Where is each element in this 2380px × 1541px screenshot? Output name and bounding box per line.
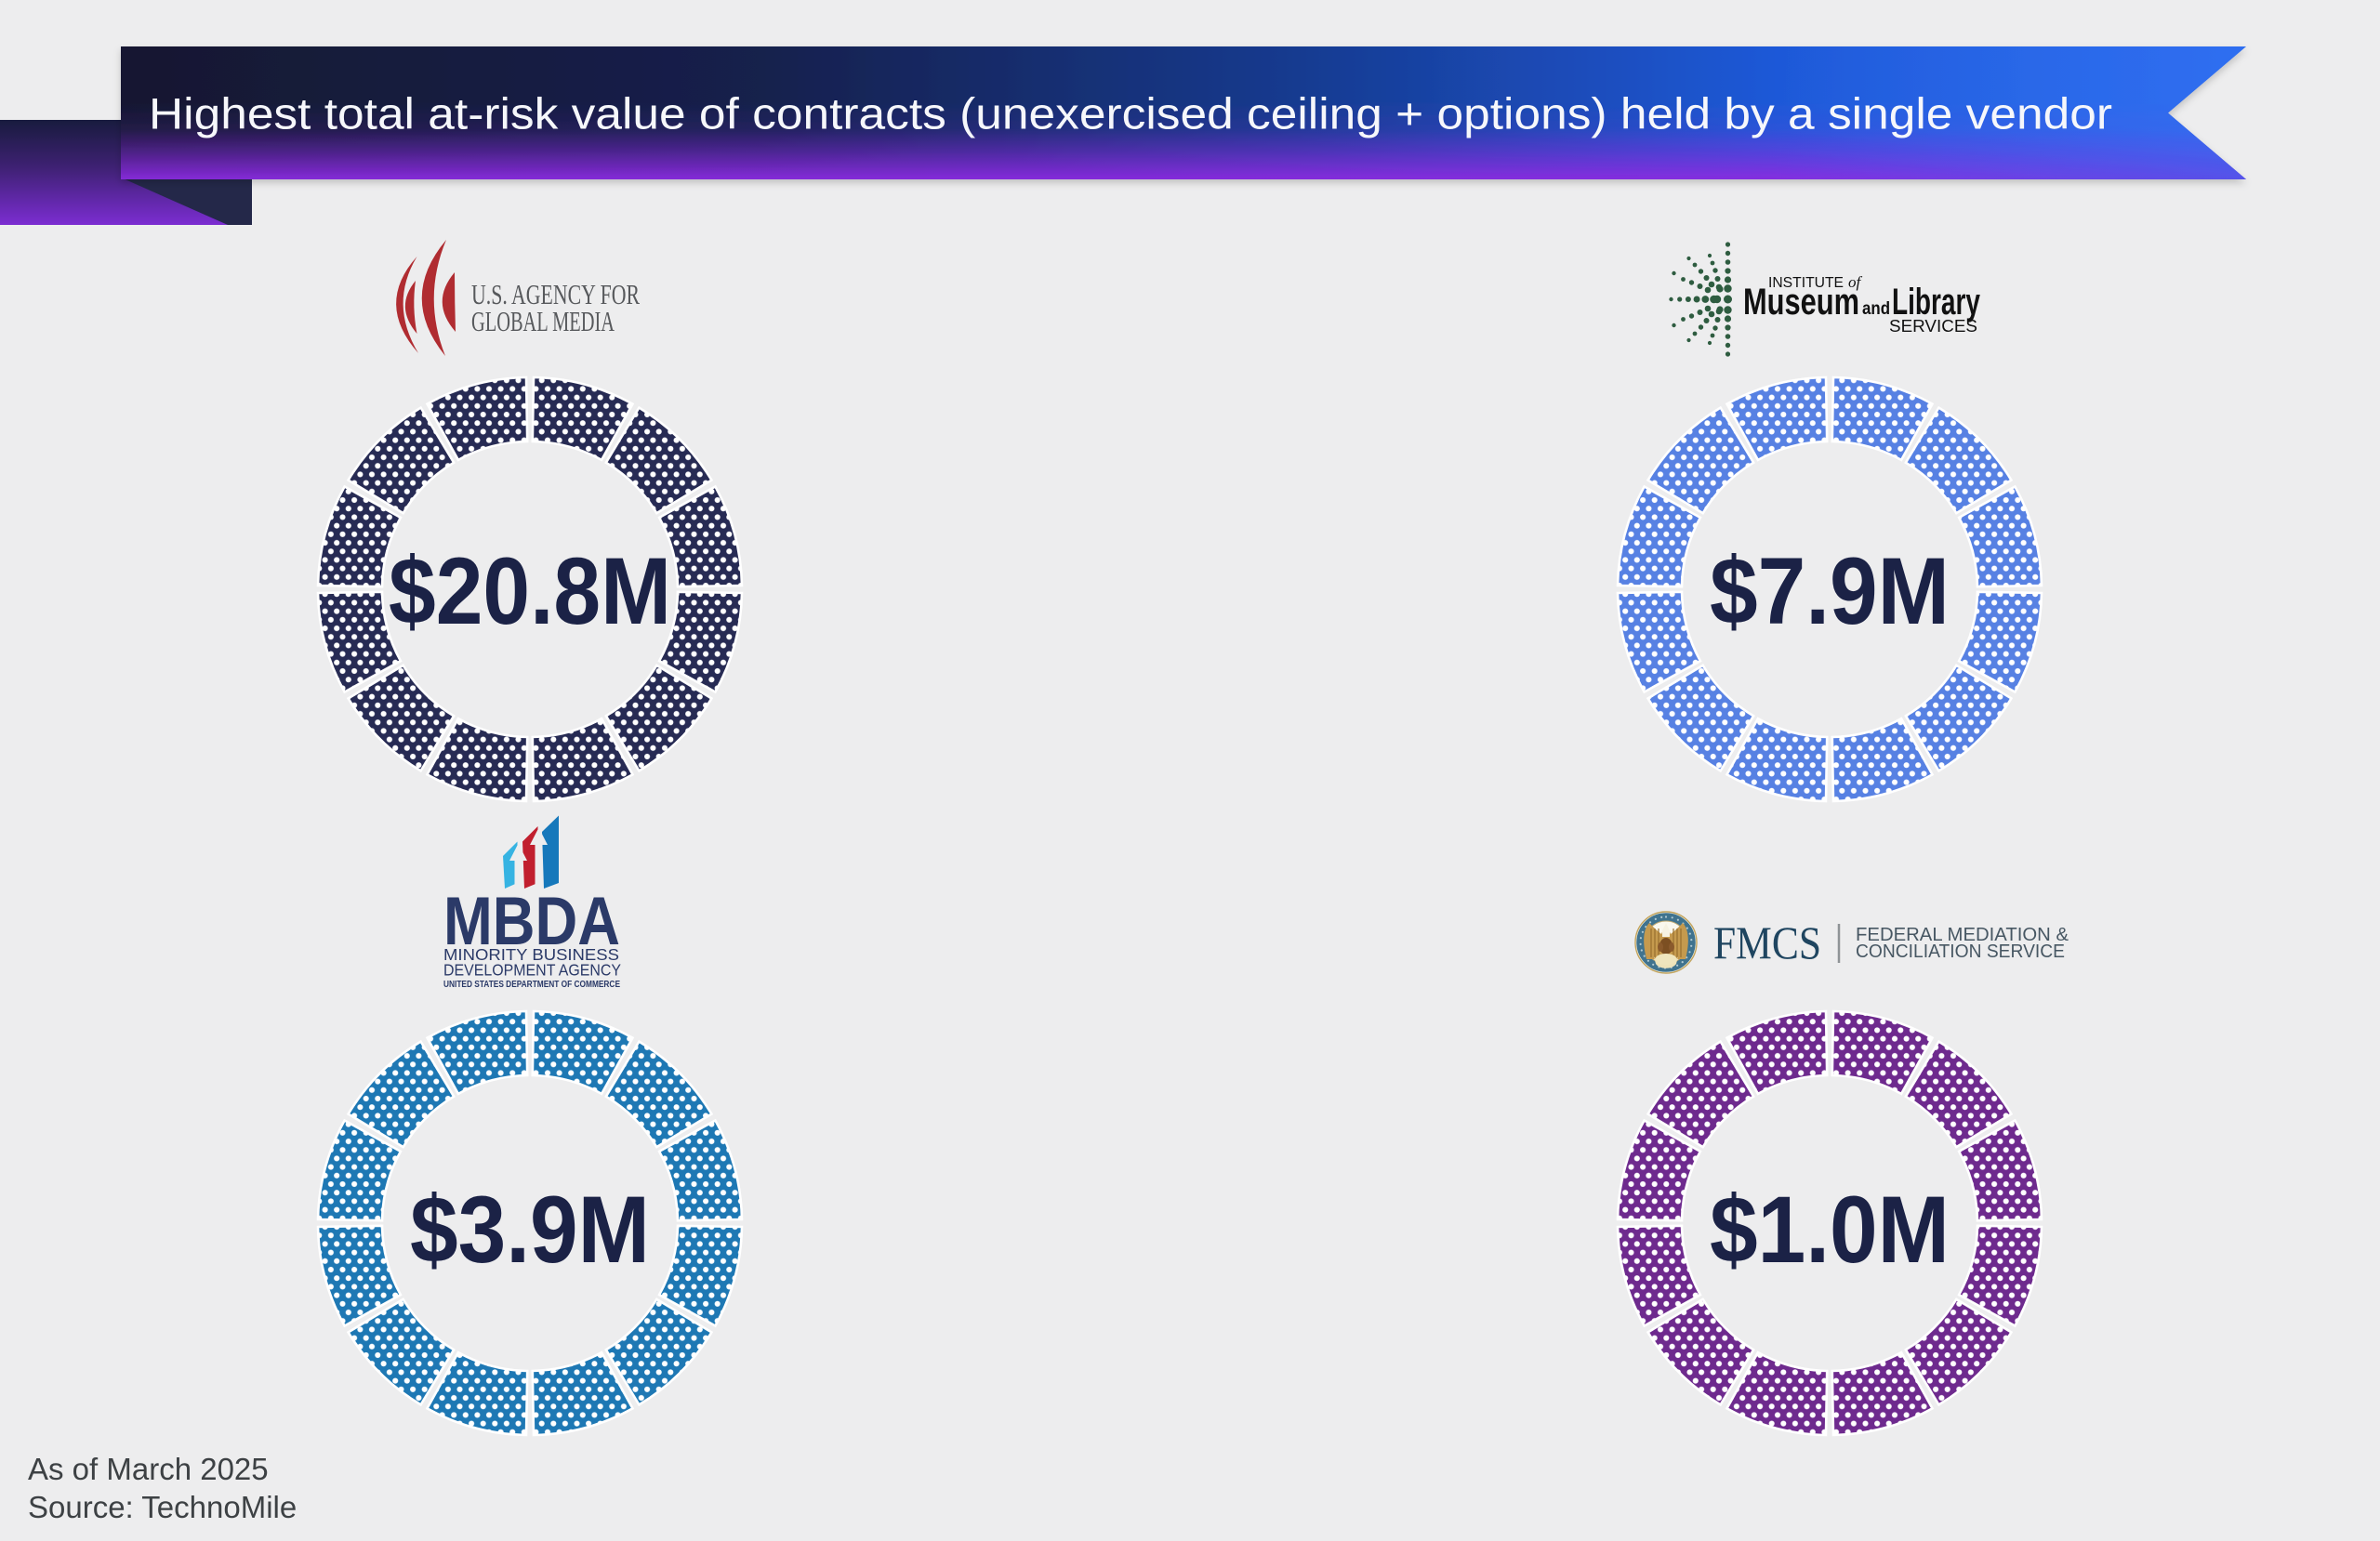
svg-text:FEDERAL MEDIATION &: FEDERAL MEDIATION & — [1856, 925, 2069, 945]
svg-text:MINORITY BUSINESS: MINORITY BUSINESS — [443, 945, 619, 964]
svg-text:INSTITUTE: INSTITUTE — [1768, 275, 1844, 291]
svg-text:As of March 2025: As of March 2025 — [28, 1452, 269, 1486]
svg-text:UNITED STATES DEPARTMENT OF CO: UNITED STATES DEPARTMENT OF COMMERCE — [443, 980, 620, 990]
svg-text:$7.9M: $7.9M — [1710, 538, 1950, 644]
svg-text:of: of — [1848, 273, 1863, 291]
svg-text:Source: TechnoMile: Source: TechnoMile — [28, 1490, 297, 1524]
svg-text:DEVELOPMENT AGENCY: DEVELOPMENT AGENCY — [443, 961, 621, 980]
svg-text:U.S. AGENCY FOR: U.S. AGENCY FOR — [471, 278, 640, 310]
svg-text:and: and — [1862, 299, 1890, 319]
svg-text:Museum: Museum — [1743, 282, 1859, 323]
svg-text:$20.8M: $20.8M — [389, 538, 671, 644]
svg-text:SERVICES: SERVICES — [1889, 317, 1977, 336]
svg-text:Library: Library — [1892, 282, 1981, 323]
svg-text:GLOBAL MEDIA: GLOBAL MEDIA — [471, 305, 615, 337]
svg-text:FMCS: FMCS — [1713, 916, 1821, 968]
svg-text:Highest total at-risk value of: Highest total at-risk value of contracts… — [149, 89, 2112, 138]
svg-text:CONCILIATION SERVICE: CONCILIATION SERVICE — [1856, 942, 2065, 962]
svg-text:MBDA: MBDA — [443, 884, 620, 959]
svg-text:$1.0M: $1.0M — [1710, 1177, 1950, 1283]
svg-text:$3.9M: $3.9M — [410, 1177, 650, 1283]
